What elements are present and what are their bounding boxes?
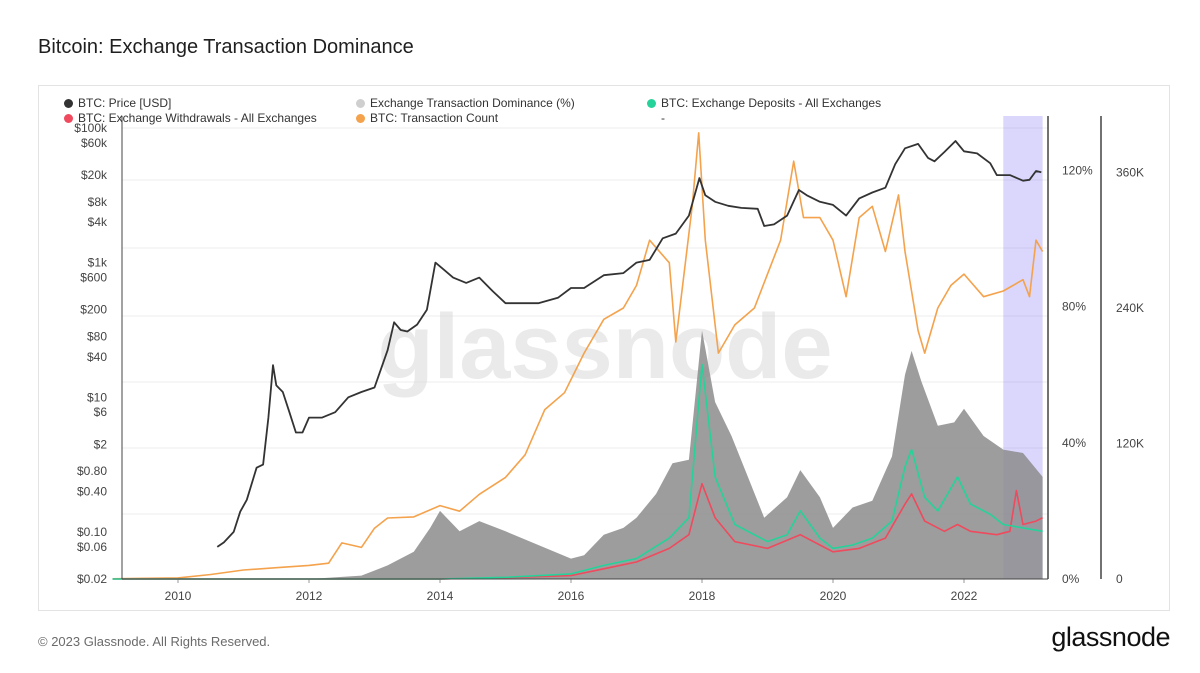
watermark: glassnode <box>377 296 832 398</box>
count-tick-label: 120K <box>1116 436 1144 450</box>
legend-label-withdrawals: BTC: Exchange Withdrawals - All Exchange… <box>78 111 317 125</box>
x-tick-label: 2020 <box>820 589 847 603</box>
legend-label-txcount: BTC: Transaction Count <box>370 111 499 125</box>
legend-item-dominance[interactable]: Exchange Transaction Dominance (%) <box>356 96 575 110</box>
copyright-footer: © 2023 Glassnode. All Rights Reserved. <box>38 634 271 649</box>
price-tick-label: $600 <box>80 271 107 285</box>
count-tick-label: 0 <box>1116 572 1123 586</box>
legend-dot-price <box>64 98 73 108</box>
series-btc-transaction-count <box>112 132 1044 580</box>
price-tick-label: $80 <box>87 329 107 343</box>
legend-dot-deposits <box>647 98 656 108</box>
count-tick-label: 360K <box>1116 165 1144 179</box>
price-tick-label: $20k <box>81 168 108 182</box>
price-tick-label: $200 <box>80 303 107 317</box>
price-tick-label: $0.40 <box>77 484 107 498</box>
price-tick-label: $0.10 <box>77 525 107 539</box>
legend-dot-txcount <box>356 113 365 123</box>
x-tick-label: 2016 <box>558 589 585 603</box>
price-tick-label: $4k <box>88 215 108 229</box>
price-tick-label: $100k <box>74 121 108 135</box>
legend-dot-withdrawals <box>64 113 73 123</box>
series-btc-exchange-withdrawals-all-exchanges <box>112 482 1043 580</box>
dominance-tick-label: 0% <box>1062 572 1080 586</box>
x-tick-label: 2010 <box>165 589 192 603</box>
legend-label-deposits: BTC: Exchange Deposits - All Exchanges <box>661 96 882 110</box>
legend-label-price: BTC: Price [USD] <box>78 96 172 110</box>
price-tick-label: $40 <box>87 350 107 364</box>
legend-item-withdrawals[interactable]: BTC: Exchange Withdrawals - All Exchange… <box>64 111 317 125</box>
x-tick-label: 2022 <box>951 589 978 603</box>
legend-label-dash: - <box>661 111 665 125</box>
series-exchange-transaction-dominance <box>112 330 1043 579</box>
dominance-tick-label: 80% <box>1062 300 1086 314</box>
legend-dot-dominance <box>356 98 365 108</box>
price-tick-label: $0.06 <box>77 540 107 554</box>
price-tick-label: $1k <box>88 256 108 270</box>
price-tick-label: $60k <box>81 136 108 150</box>
price-tick-label: $6 <box>94 405 108 419</box>
series-btc-price-usd <box>216 140 1042 548</box>
legend-label-dominance: Exchange Transaction Dominance (%) <box>370 96 575 110</box>
x-tick-label: 2012 <box>296 589 323 603</box>
dominance-tick-label: 120% <box>1062 163 1093 177</box>
x-tick-label: 2014 <box>427 589 454 603</box>
price-tick-label: $0.80 <box>77 464 107 478</box>
count-tick-label: 240K <box>1116 301 1144 315</box>
legend-item-dash: - <box>661 111 665 125</box>
price-tick-label: $8k <box>88 195 108 209</box>
price-tick-label: $0.02 <box>77 572 107 586</box>
price-tick-label: $2 <box>94 437 108 451</box>
chart-title: Bitcoin: Exchange Transaction Dominance <box>38 36 414 58</box>
brand-logo: glassnode <box>1051 622 1170 652</box>
legend-item-txcount[interactable]: BTC: Transaction Count <box>356 111 498 125</box>
price-tick-label: $10 <box>87 390 107 404</box>
legend-item-price[interactable]: BTC: Price [USD] <box>64 96 171 110</box>
dominance-tick-label: 40% <box>1062 436 1086 450</box>
legend-item-deposits[interactable]: BTC: Exchange Deposits - All Exchanges <box>647 96 881 110</box>
series-btc-exchange-deposits-all-exchanges <box>112 363 1043 580</box>
x-tick-label: 2018 <box>689 589 716 603</box>
